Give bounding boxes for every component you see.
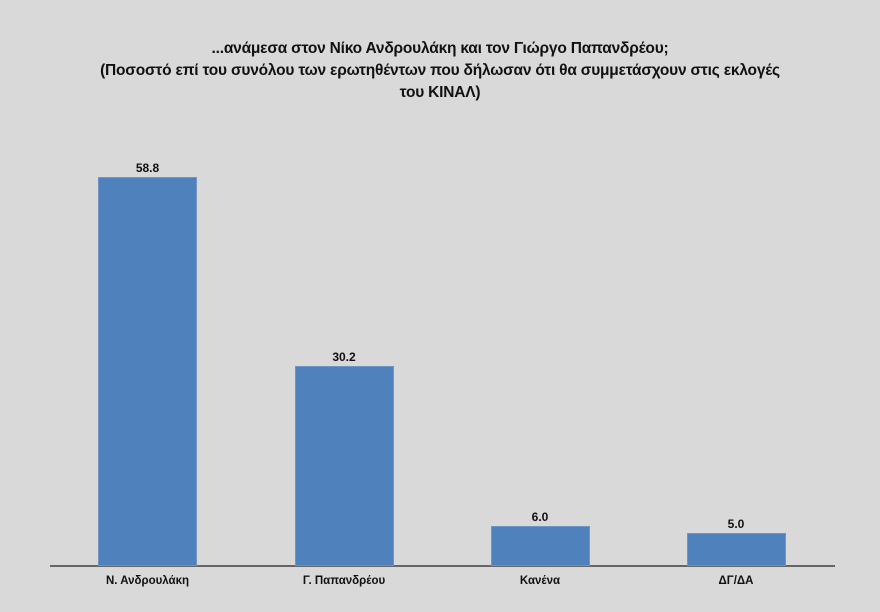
data-label-1: 30.2: [332, 350, 356, 365]
title-line-3: του ΚΙΝΑΛ): [399, 84, 481, 101]
data-label-3: 5.0: [727, 516, 745, 531]
bar-1: [294, 366, 394, 566]
x-axis-line: [50, 565, 835, 567]
category-label-1: Γ. Παπανδρέου: [302, 575, 386, 587]
category-label-0: Ν. Ανδρουλάκη: [105, 575, 190, 587]
bar-3: [686, 532, 786, 566]
bar-0: [98, 177, 197, 566]
category-label-3: ΔΓ/ΔΑ: [718, 575, 754, 587]
category-label-2: Κανένα: [519, 575, 561, 587]
data-label-2: 6.0: [531, 510, 549, 525]
title-line-1: ...ανάμεσα στον Νίκο Ανδρουλάκη και τον …: [211, 40, 669, 57]
bar-2: [490, 526, 590, 566]
data-label-0: 58.8: [135, 161, 160, 175]
chart-title: ...ανάμεσα στον Νίκο Ανδρουλάκη και τον …: [40, 38, 840, 104]
title-line-2: (Ποσοστό επί του συνόλου των ερωτηθέντων…: [100, 62, 780, 79]
